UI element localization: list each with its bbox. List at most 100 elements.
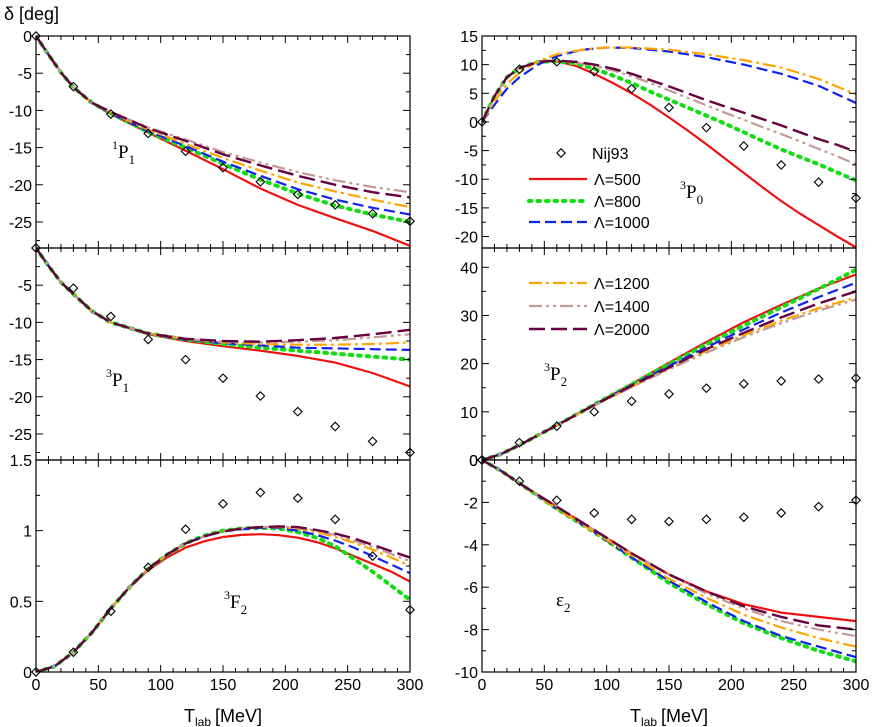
x-tick-label: 150 — [656, 677, 683, 694]
panel-label-3P0: 3P0 — [680, 178, 703, 207]
series-line-3P0-3 — [482, 46, 856, 123]
series-group-3P1 — [36, 248, 410, 388]
series-group-3P0 — [482, 46, 856, 248]
x-axis-label-main: T — [630, 706, 641, 726]
x-axis-label-unit: [MeV] — [215, 706, 262, 726]
nij93-marker-3P0-6 — [701, 122, 712, 133]
y-tick-label: 0 — [469, 453, 478, 470]
nij93-marker-3P0-9 — [813, 177, 824, 188]
x-axis-label-sub: lab — [641, 715, 657, 727]
x-tick-label: 0 — [478, 677, 487, 694]
panel-label-sub: 2 — [561, 374, 568, 389]
panel-frame-eps2 — [481, 459, 857, 673]
y-tick-label: 40 — [460, 260, 478, 277]
panel-label-main: F — [230, 592, 241, 613]
series-line-3P0-0 — [482, 60, 856, 248]
series-line-3F2-1 — [36, 525, 410, 672]
y-tick-label: 0 — [23, 29, 32, 46]
nij93-marker-3P2-2 — [551, 421, 562, 432]
x-tick-label: 300 — [843, 677, 870, 694]
nij93-marker-3P2-5 — [664, 389, 674, 399]
nij93-marker-eps2-8 — [776, 508, 787, 518]
panel-label-3P1: 3P1 — [106, 366, 129, 395]
series-line-3P1-3 — [36, 248, 410, 346]
nij93-marker-3P1-2 — [105, 311, 116, 322]
panel-label-sup: 3 — [544, 360, 550, 374]
y-tick-label: -5 — [18, 66, 32, 83]
y-tick-label: 0.5 — [10, 594, 32, 611]
nij93-marker-1P1-9 — [367, 208, 378, 219]
series-line-3P1-0 — [36, 248, 410, 388]
x-tick-label: 0 — [32, 677, 41, 694]
y-tick-label: 20 — [460, 357, 478, 374]
panel-label-3F2: 3F2 — [224, 588, 247, 617]
nij93-marker-3P0-2 — [551, 56, 562, 67]
x-tick-label: 50 — [535, 677, 553, 694]
series-line-1P1-0 — [36, 36, 410, 247]
legend-nij93-marker — [556, 148, 566, 158]
panel-label-main: P — [118, 142, 129, 163]
nij93-marker-3P2-1 — [514, 437, 525, 448]
series-group-3P2 — [482, 267, 856, 460]
y-tick-label: -5 — [18, 278, 32, 295]
panel-1P1: 0 -5 -10 -15 -20 -25 1P1 — [9, 29, 415, 249]
nij93-marker-1P1-3 — [143, 128, 154, 139]
nij93-marker-3F2-9 — [367, 551, 378, 562]
x-tick-label: 50 — [89, 677, 107, 694]
x-axis-label-unit: [MeV] — [661, 706, 708, 726]
y-tick-label: -2 — [464, 495, 478, 512]
y-tick-label: -10 — [455, 665, 478, 682]
nij93-marker-3P2-7 — [738, 378, 749, 389]
x-tick-label: 200 — [718, 677, 745, 694]
series-line-3P1-5 — [36, 248, 410, 343]
nij93-marker-eps2-7 — [738, 512, 749, 523]
panel-3F2: 0 0.5 1 1.5 0 50 100 150 200 250 300 3F2 — [10, 453, 424, 694]
y-tick-label: -20 — [455, 230, 478, 247]
panel-frame-1P1 — [35, 35, 411, 249]
y-tick-label: -15 — [9, 141, 32, 158]
panel-label-main: ε — [556, 590, 564, 611]
series-line-3P0-4 — [482, 59, 856, 166]
y-tick-label: 30 — [460, 308, 478, 325]
y-tick-label: 5 — [469, 86, 478, 103]
series-line-eps2-2 — [482, 460, 856, 659]
series-line-3F2-5 — [36, 525, 410, 672]
nij93-marker-eps2-3 — [589, 508, 600, 518]
legend-label-4: Λ=1400 — [594, 299, 650, 316]
nij93-marker-3F2-3 — [143, 562, 154, 573]
y-tick-label: -25 — [9, 427, 32, 444]
series-line-3P0-2 — [482, 46, 856, 123]
x-tick-label: 250 — [334, 677, 361, 694]
nij93-marker-3P2-3 — [589, 406, 600, 417]
nij93-marker-3F2-6 — [255, 487, 266, 498]
panel-label-1P1: 1P1 — [112, 138, 135, 167]
x-tick-label: 100 — [593, 677, 620, 694]
series-line-1P1-2 — [36, 36, 410, 216]
nij93-marker-3F2-8 — [330, 514, 341, 525]
y-tick-label: -20 — [9, 390, 32, 407]
legend-label-1: Λ=800 — [594, 194, 641, 211]
y-tick-label: -5 — [464, 144, 478, 161]
nij93-marker-3P1-4 — [180, 354, 191, 365]
series-group-eps2 — [482, 460, 856, 664]
nij93-marker-3F2-7 — [292, 493, 303, 504]
nij93-marker-1P1-2 — [105, 109, 116, 120]
nij93-marker-3P1-8 — [330, 421, 341, 432]
nij93-marker-3P1-6 — [255, 391, 266, 402]
nij93-marker-1P1-7 — [292, 189, 303, 200]
series-line-1P1-5 — [36, 36, 410, 199]
panel-label-sup: 1 — [112, 138, 118, 152]
nij93-marker-3P0-5 — [664, 102, 674, 113]
x-tick-label: 150 — [210, 677, 237, 694]
nij93-marker-eps2-5 — [664, 516, 674, 527]
nij93-marker-eps2-6 — [701, 514, 712, 525]
nij93-marker-1P1-4 — [180, 146, 191, 157]
nij93-marker-3P0-8 — [776, 159, 787, 170]
nij93-marker-3P1-1 — [68, 283, 79, 294]
nij93-marker-3P1-9 — [367, 436, 378, 447]
series-line-3P2-5 — [482, 290, 856, 460]
nij93-marker-3P2-8 — [776, 376, 787, 386]
nij93-marker-3P2-4 — [626, 396, 637, 407]
x-axis-label-sub: lab — [195, 715, 211, 727]
